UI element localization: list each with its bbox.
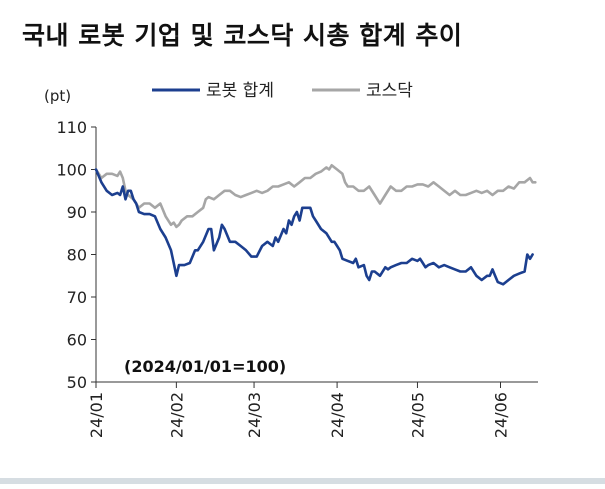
x-tick-label: 24/05 [408, 392, 427, 438]
y-tick-label: 100 [56, 161, 87, 180]
x-tick-label: 24/04 [328, 392, 347, 438]
y-tick-label: 50 [67, 373, 87, 392]
series-line-kosdaq [94, 164, 537, 229]
y-tick-label: 90 [67, 203, 87, 222]
y-tick-label: 110 [56, 118, 87, 137]
y-axis-unit-label: (pt) [44, 87, 71, 105]
legend-label: 로봇 합계 [206, 81, 274, 101]
x-tick-label: 24/02 [167, 392, 186, 438]
series-line-robot-total [94, 168, 534, 286]
base-date-annotation: (2024/01/01=100) [124, 357, 286, 376]
y-tick-label: 70 [67, 288, 87, 307]
y-tick-label: 80 [67, 246, 87, 265]
y-tick-label: 60 [67, 331, 87, 350]
bottom-divider [0, 478, 605, 484]
x-tick-label: 24/06 [491, 392, 510, 438]
chart-title: 국내 로봇 기업 및 코스닥 시총 합계 추이 [22, 21, 463, 50]
legend-label: 코스닥 [366, 81, 413, 101]
x-tick-label: 24/03 [245, 392, 264, 438]
x-tick-label: 24/01 [87, 392, 106, 438]
